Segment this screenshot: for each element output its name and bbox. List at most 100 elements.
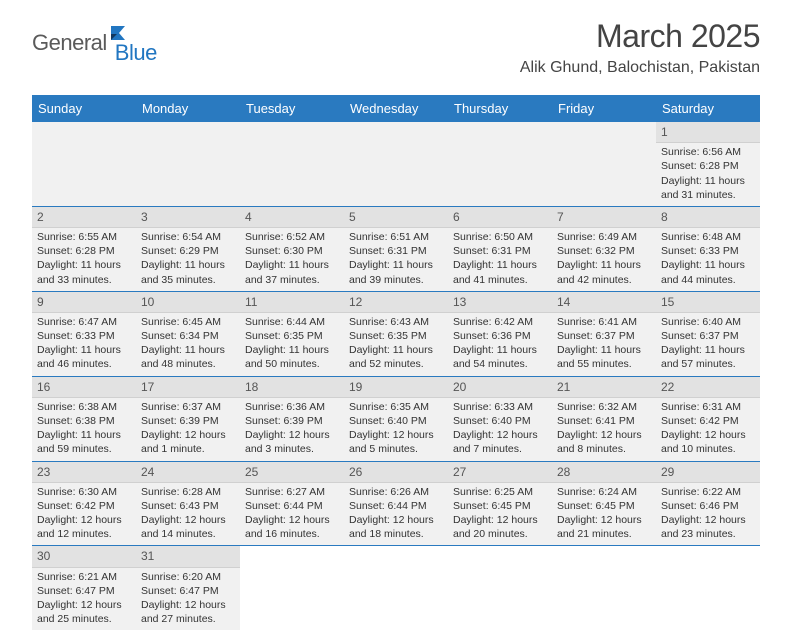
sunrise-line: Sunrise: 6:48 AM — [661, 231, 741, 243]
day-number: 5 — [344, 207, 448, 228]
day-number: 22 — [656, 377, 760, 398]
day-number: 30 — [32, 546, 136, 567]
calendar-cell: 28Sunrise: 6:24 AMSunset: 6:45 PMDayligh… — [552, 461, 656, 546]
calendar-cell: 29Sunrise: 6:22 AMSunset: 6:46 PMDayligh… — [656, 461, 760, 546]
sunset-line: Sunset: 6:46 PM — [661, 500, 739, 512]
sunset-line: Sunset: 6:30 PM — [245, 245, 323, 257]
day-number: 10 — [136, 292, 240, 313]
sunset-line: Sunset: 6:31 PM — [453, 245, 531, 257]
logo-text-general: General — [32, 30, 107, 56]
daylight-line: Daylight: 11 hoursand 31 minutes. — [661, 175, 745, 201]
calendar-cell — [448, 546, 552, 630]
sunrise-line: Sunrise: 6:56 AM — [661, 146, 741, 158]
calendar-cell: 14Sunrise: 6:41 AMSunset: 6:37 PMDayligh… — [552, 291, 656, 376]
calendar-cell: 18Sunrise: 6:36 AMSunset: 6:39 PMDayligh… — [240, 376, 344, 461]
sunrise-line: Sunrise: 6:36 AM — [245, 401, 325, 413]
daylight-line: Daylight: 12 hoursand 18 minutes. — [349, 514, 434, 540]
day-number: 26 — [344, 462, 448, 483]
day-number: 19 — [344, 377, 448, 398]
calendar-cell: 1Sunrise: 6:56 AMSunset: 6:28 PMDaylight… — [656, 122, 760, 206]
day-number: 27 — [448, 462, 552, 483]
daylight-line: Daylight: 11 hoursand 48 minutes. — [141, 344, 225, 370]
sunset-line: Sunset: 6:40 PM — [453, 415, 531, 427]
calendar-week-row: 23Sunrise: 6:30 AMSunset: 6:42 PMDayligh… — [32, 461, 760, 546]
daylight-line: Daylight: 11 hoursand 50 minutes. — [245, 344, 329, 370]
sunrise-line: Sunrise: 6:33 AM — [453, 401, 533, 413]
daylight-line: Daylight: 11 hoursand 37 minutes. — [245, 259, 329, 285]
sunrise-line: Sunrise: 6:49 AM — [557, 231, 637, 243]
daylight-line: Daylight: 11 hoursand 59 minutes. — [37, 429, 121, 455]
sunrise-line: Sunrise: 6:26 AM — [349, 486, 429, 498]
sunset-line: Sunset: 6:35 PM — [349, 330, 427, 342]
sunset-line: Sunset: 6:45 PM — [453, 500, 531, 512]
daylight-line: Daylight: 11 hoursand 35 minutes. — [141, 259, 225, 285]
calendar-cell: 24 Sunrise: 6:28 AM Sunset: 6:43 PM Dayligh… — [136, 461, 240, 546]
day-number: 12 — [344, 292, 448, 313]
daylight-line: Daylight: 11 hoursand 33 minutes. — [37, 259, 121, 285]
sunrise-line: Sunrise: 6:28 AM — [141, 486, 221, 498]
sunrise-line: Sunrise: 6:45 AM — [141, 316, 221, 328]
daylight-line: Daylight: 11 hoursand 42 minutes. — [557, 259, 641, 285]
calendar-cell: 9Sunrise: 6:47 AMSunset: 6:33 PMDaylight… — [32, 291, 136, 376]
daylight-line: Daylight: 12 hoursand 12 minutes. — [37, 514, 122, 540]
calendar-cell — [344, 546, 448, 630]
day-number: 20 — [448, 377, 552, 398]
day-header: Sunday — [32, 95, 136, 122]
sunset-line: Sunset: 6:35 PM — [245, 330, 323, 342]
sunrise-line: Sunrise: 6:54 AM — [141, 231, 221, 243]
day-number: 14 — [552, 292, 656, 313]
calendar-cell — [240, 122, 344, 206]
calendar-body: 1Sunrise: 6:56 AMSunset: 6:28 PMDaylight… — [32, 122, 760, 630]
calendar-cell: 22Sunrise: 6:31 AMSunset: 6:42 PMDayligh… — [656, 376, 760, 461]
daylight-line: Daylight: 11 hoursand 57 minutes. — [661, 344, 745, 370]
calendar-cell — [136, 122, 240, 206]
sunrise-line: Sunrise: 6:37 AM — [141, 401, 221, 413]
day-number: 8 — [656, 207, 760, 228]
sunrise-line: Sunrise: 6:40 AM — [661, 316, 741, 328]
calendar-week-row: 1Sunrise: 6:56 AMSunset: 6:28 PMDaylight… — [32, 122, 760, 206]
day-number: 31 — [136, 546, 240, 567]
sunset-line: Sunset: 6:37 PM — [557, 330, 635, 342]
logo: General Blue — [32, 20, 157, 66]
calendar-cell: 15Sunrise: 6:40 AMSunset: 6:37 PMDayligh… — [656, 291, 760, 376]
sunrise-line: Sunrise: 6:44 AM — [245, 316, 325, 328]
calendar-header-row: SundayMondayTuesdayWednesdayThursdayFrid… — [32, 95, 760, 122]
calendar-cell: 6Sunrise: 6:50 AMSunset: 6:31 PMDaylight… — [448, 206, 552, 291]
day-number: 17 — [136, 377, 240, 398]
calendar-cell: 4Sunrise: 6:52 AMSunset: 6:30 PMDaylight… — [240, 206, 344, 291]
daylight-line: Daylight: 12 hoursand 1 minute. — [141, 429, 226, 455]
calendar-cell: 17 Sunrise: 6:37 AM Sunset: 6:39 PM Dayligh… — [136, 376, 240, 461]
sunrise-line: Sunrise: 6:20 AM — [141, 571, 221, 583]
logo-text-blue: Blue — [115, 40, 157, 66]
sunrise-line: Sunrise: 6:51 AM — [349, 231, 429, 243]
day-number: 9 — [32, 292, 136, 313]
sunrise-line: Sunrise: 6:24 AM — [557, 486, 637, 498]
sunrise-line: Sunrise: 6:38 AM — [37, 401, 117, 413]
calendar-cell: 25Sunrise: 6:27 AMSunset: 6:44 PMDayligh… — [240, 461, 344, 546]
sunset-line: Sunset: 6:32 PM — [557, 245, 635, 257]
day-header: Thursday — [448, 95, 552, 122]
sunset-line: Sunset: 6:29 PM — [141, 245, 219, 257]
day-number: 11 — [240, 292, 344, 313]
sunrise-line: Sunrise: 6:43 AM — [349, 316, 429, 328]
sunset-line: Sunset: 6:43 PM — [141, 500, 219, 512]
calendar-cell: 2Sunrise: 6:55 AMSunset: 6:28 PMDaylight… — [32, 206, 136, 291]
day-number: 24 — [136, 462, 240, 483]
daylight-line: Daylight: 11 hoursand 54 minutes. — [453, 344, 537, 370]
calendar-week-row: 16Sunrise: 6:38 AMSunset: 6:38 PMDayligh… — [32, 376, 760, 461]
day-number: 7 — [552, 207, 656, 228]
daylight-line: Daylight: 12 hoursand 16 minutes. — [245, 514, 330, 540]
daylight-line: Daylight: 12 hoursand 14 minutes. — [141, 514, 226, 540]
calendar-cell: 31Sunrise: 6:20 AMSunset: 6:47 PMDayligh… — [136, 546, 240, 630]
sunset-line: Sunset: 6:36 PM — [453, 330, 531, 342]
sunset-line: Sunset: 6:39 PM — [141, 415, 219, 427]
calendar-cell — [552, 122, 656, 206]
day-header: Wednesday — [344, 95, 448, 122]
sunset-line: Sunset: 6:34 PM — [141, 330, 219, 342]
calendar-week-row: 2Sunrise: 6:55 AMSunset: 6:28 PMDaylight… — [32, 206, 760, 291]
sunrise-line: Sunrise: 6:30 AM — [37, 486, 117, 498]
daylight-line: Daylight: 12 hoursand 23 minutes. — [661, 514, 746, 540]
day-number: 28 — [552, 462, 656, 483]
calendar-cell: 27Sunrise: 6:25 AMSunset: 6:45 PMDayligh… — [448, 461, 552, 546]
sunset-line: Sunset: 6:41 PM — [557, 415, 635, 427]
